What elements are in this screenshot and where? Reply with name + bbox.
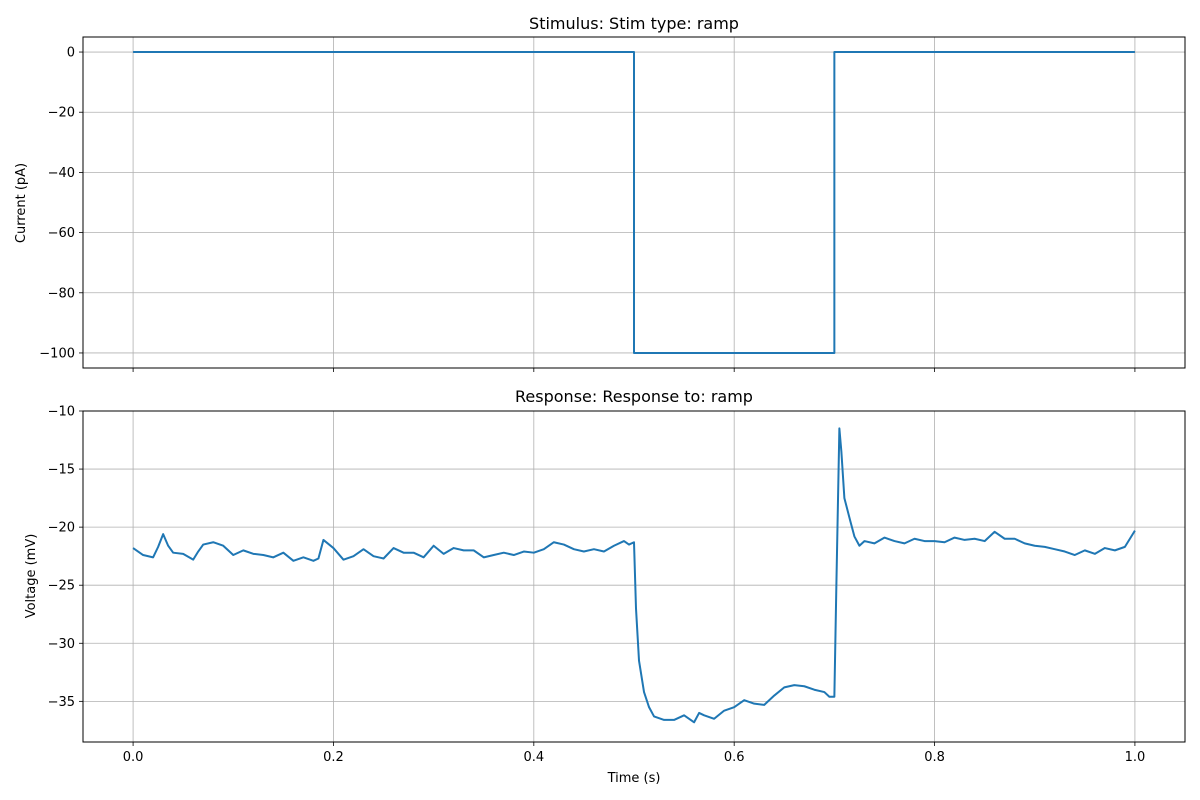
stimulus-y-tick-label: −60 [48,226,75,241]
stimulus-y-tick-label: 0 [67,46,75,61]
response-title: Response: Response to: ramp [515,387,753,406]
response-y-tick-label: −10 [48,405,75,420]
response-y-tick-label: −25 [48,579,75,594]
response-y-tick-label: −35 [48,695,75,710]
response-x-tick-label: 0.4 [523,750,544,765]
response-y-tick-label: −20 [48,521,75,536]
response-x-axis-label: Time (s) [607,771,661,786]
response-x-tick-label: 0.2 [323,750,344,765]
stimulus-trace [133,51,1135,354]
stimulus-ticks: 0 −20 −40 −60 −80 −100 [39,46,1136,372]
response-axes-frame [82,410,1186,743]
stimulus-subplot: 0 −20 −40 −60 −80 −100 Stimulus: Stim type: r… [14,14,1186,372]
stimulus-y-tick-label: −80 [48,286,75,301]
response-y-tick-label: −15 [48,463,75,478]
stimulus-title: Stimulus: Stim type: ramp [529,14,739,33]
response-y-axis-label: Voltage (mV) [24,534,39,619]
response-x-tick-label: 1.0 [1125,750,1146,765]
response-x-tick-label: 0.8 [924,750,945,765]
response-trace [132,427,1136,724]
stimulus-y-tick-label: −20 [48,106,75,121]
response-subplot: 0.0 0.2 0.4 0.6 0.8 1.0 −10 −15 −20 −25 −30 −35 Res… [24,387,1186,786]
response-y-tick-label: −30 [48,637,75,652]
stimulus-axes-frame [82,36,1186,369]
stimulus-y-axis-label: Current (pA) [14,163,29,243]
response-grid [83,410,1185,742]
response-ticks: 0.0 0.2 0.4 0.6 0.8 1.0 −10 −15 −20 −25 −30 −35 [48,405,1146,766]
response-x-tick-label: 0.6 [724,750,745,765]
response-x-tick-label: 0.0 [123,750,144,765]
stimulus-y-tick-label: −100 [39,346,75,361]
stimulus-y-tick-label: −40 [48,166,75,181]
